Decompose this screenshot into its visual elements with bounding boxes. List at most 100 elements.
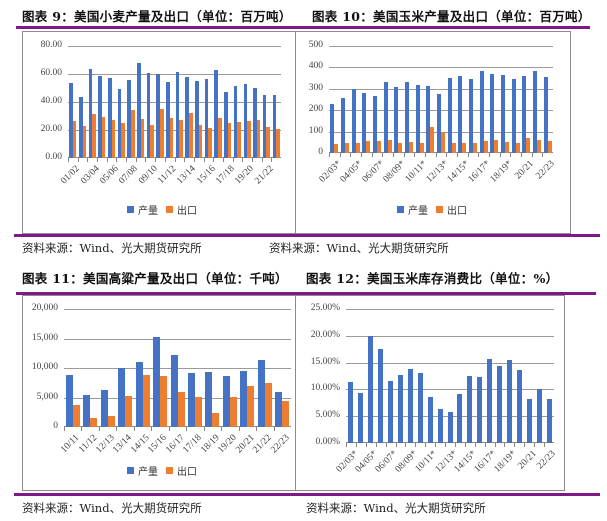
bar-secondary bbox=[473, 143, 477, 153]
bar-primary bbox=[224, 91, 228, 158]
bar-secondary bbox=[256, 120, 261, 158]
bar-secondary bbox=[494, 139, 499, 153]
x-tick bbox=[135, 158, 137, 162]
bar-primary bbox=[378, 349, 384, 443]
x-tick bbox=[435, 443, 437, 447]
bar-primary bbox=[497, 365, 503, 443]
x-tick-label: 21/22 bbox=[251, 433, 274, 456]
legend-label-production: 产量 bbox=[138, 467, 158, 478]
chart-11-frame: 20,000 15,000 10,000 5,000 0 10/11 11/12 12/13 1… bbox=[22, 295, 296, 491]
x-tick-label: 10/11* bbox=[413, 449, 440, 475]
bar-primary bbox=[137, 62, 141, 158]
gridline bbox=[68, 46, 281, 47]
bar-secondary bbox=[130, 109, 135, 158]
bar-secondary bbox=[169, 117, 174, 158]
x-tick-label: 13/14 bbox=[175, 164, 199, 187]
bar-primary bbox=[65, 375, 73, 427]
bar-primary bbox=[487, 359, 493, 443]
bar-primary bbox=[222, 375, 230, 427]
bar-secondary bbox=[194, 396, 202, 427]
x-tick bbox=[97, 158, 99, 162]
bar-secondary bbox=[208, 128, 212, 158]
bar-secondary bbox=[159, 108, 164, 158]
gridline bbox=[346, 309, 554, 310]
title-divider-top bbox=[16, 26, 590, 29]
y-tick-label: 0.00 bbox=[45, 152, 62, 162]
gridline bbox=[64, 338, 291, 340]
bar-primary bbox=[447, 411, 453, 443]
gridline bbox=[68, 74, 281, 75]
x-tick-label: 10/11* bbox=[403, 159, 429, 185]
chart-11-legend: 产量 出口 bbox=[127, 463, 197, 478]
y-tick-label: 400 bbox=[308, 61, 323, 72]
x-tick bbox=[256, 427, 258, 431]
bar-primary bbox=[275, 392, 283, 427]
bar-primary bbox=[253, 88, 257, 158]
bar-primary bbox=[69, 83, 73, 158]
gridline bbox=[329, 88, 553, 90]
bar-secondary bbox=[430, 127, 435, 153]
bar-primary bbox=[348, 381, 354, 443]
x-tick-label: 18/19* bbox=[488, 159, 515, 185]
x-tick-label: 05/06 bbox=[98, 164, 121, 187]
x-tick bbox=[375, 443, 377, 447]
x-tick bbox=[77, 158, 79, 162]
x-tick bbox=[499, 153, 501, 157]
bar-secondary bbox=[282, 401, 290, 427]
chart-10-frame: 500 400 300 200 100 0 02/03* 04/05* 06/07* 08/09*… bbox=[295, 31, 571, 234]
bar-primary bbox=[437, 409, 443, 443]
x-tick bbox=[484, 443, 486, 447]
chart-10-legend: 产量 出口 bbox=[397, 202, 467, 217]
x-tick bbox=[454, 443, 456, 447]
bar-primary bbox=[543, 77, 548, 153]
y-tick-label: 15,000 bbox=[31, 332, 58, 343]
x-tick bbox=[544, 443, 546, 447]
x-tick-label: 06/07* bbox=[360, 159, 387, 185]
bar-primary bbox=[457, 394, 463, 443]
chart-9-plot-area: 80.00 60.00 40.00 20.00 0.00 01/02 03/04 05/06 0… bbox=[41, 40, 281, 186]
y-tick-label: 15.00% bbox=[310, 356, 340, 367]
x-tick bbox=[168, 427, 170, 431]
bar-secondary bbox=[72, 121, 77, 158]
x-tick bbox=[425, 443, 427, 447]
bar-primary bbox=[88, 68, 93, 158]
x-tick-label: 02/03* bbox=[317, 159, 344, 185]
bar-primary bbox=[533, 71, 537, 153]
bar-secondary bbox=[451, 142, 456, 153]
x-tick bbox=[64, 427, 65, 431]
bar-primary bbox=[373, 95, 377, 153]
y-tick-label: 5.00% bbox=[315, 410, 340, 421]
bar-secondary bbox=[107, 415, 115, 427]
bar-primary bbox=[447, 77, 452, 153]
bar-primary bbox=[185, 76, 190, 158]
legend-label-production: 产量 bbox=[138, 206, 158, 217]
x-tick bbox=[184, 158, 186, 162]
legend-swatch-production bbox=[127, 206, 134, 213]
bar-secondary bbox=[160, 375, 168, 427]
bar-primary bbox=[187, 372, 195, 427]
x-tick bbox=[403, 153, 405, 157]
x-tick bbox=[221, 427, 223, 431]
bar-secondary bbox=[177, 391, 185, 427]
bar-primary bbox=[351, 88, 356, 153]
x-tick bbox=[116, 158, 118, 162]
x-tick-label: 08/09* bbox=[381, 159, 408, 185]
x-tick-label: 07/08 bbox=[117, 164, 141, 187]
x-tick-label: 16/17 bbox=[164, 433, 187, 456]
bar-secondary bbox=[111, 119, 116, 158]
x-tick bbox=[405, 443, 407, 447]
bar-primary bbox=[127, 79, 131, 158]
x-tick bbox=[98, 427, 100, 431]
bar-primary bbox=[469, 78, 473, 153]
bar-primary bbox=[427, 396, 433, 443]
bar-secondary bbox=[355, 143, 360, 153]
x-tick bbox=[238, 427, 240, 431]
gridline bbox=[68, 102, 281, 103]
x-tick-label: 01/02 bbox=[59, 164, 82, 187]
bar-primary bbox=[417, 372, 423, 443]
x-tick-label: 17/18 bbox=[214, 164, 237, 187]
x-tick bbox=[68, 158, 69, 162]
bar-primary bbox=[490, 73, 495, 153]
bar-secondary bbox=[218, 117, 222, 158]
x-tick bbox=[445, 443, 447, 447]
